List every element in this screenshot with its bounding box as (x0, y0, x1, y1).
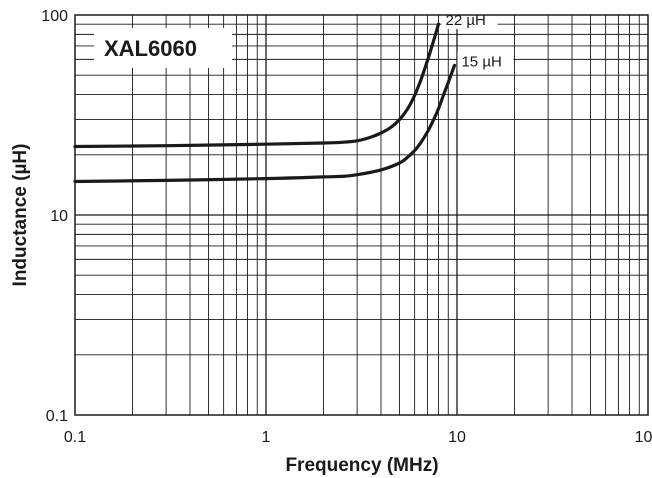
x-axis-label: Frequency (MHz) (285, 455, 438, 476)
series-line-0 (73, 22, 441, 149)
grid (75, 15, 648, 415)
series-label-text: 22 µH (445, 12, 485, 29)
series-layer (73, 22, 457, 184)
y-axis-label: Inductance (µH) (10, 144, 31, 287)
x-tick-label: 1 (262, 429, 271, 446)
series-label-0: 22 µH (441, 10, 498, 29)
y-tick-label: 0.1 (46, 408, 68, 425)
series-labels: 22 µH 15 µH (441, 10, 514, 71)
y-tick-labels: 0.1 10 100 (41, 8, 68, 425)
x-tick-label: 10 (448, 429, 466, 446)
chart-title: XAL6060 (104, 36, 197, 61)
chart-title-box: XAL6060 (94, 28, 232, 68)
series-label-1: 15 µH (457, 51, 514, 71)
x-tick-label: 100 (635, 429, 652, 446)
x-tick-labels: 0.1 1 10 100 (64, 429, 652, 446)
plot-frame (74, 14, 649, 416)
x-tick-label: 0.1 (64, 429, 86, 446)
y-tick-label: 100 (41, 8, 68, 25)
y-tick-label: 10 (50, 208, 68, 225)
series-line-1 (73, 63, 457, 184)
series-label-text: 15 µH (461, 53, 501, 70)
